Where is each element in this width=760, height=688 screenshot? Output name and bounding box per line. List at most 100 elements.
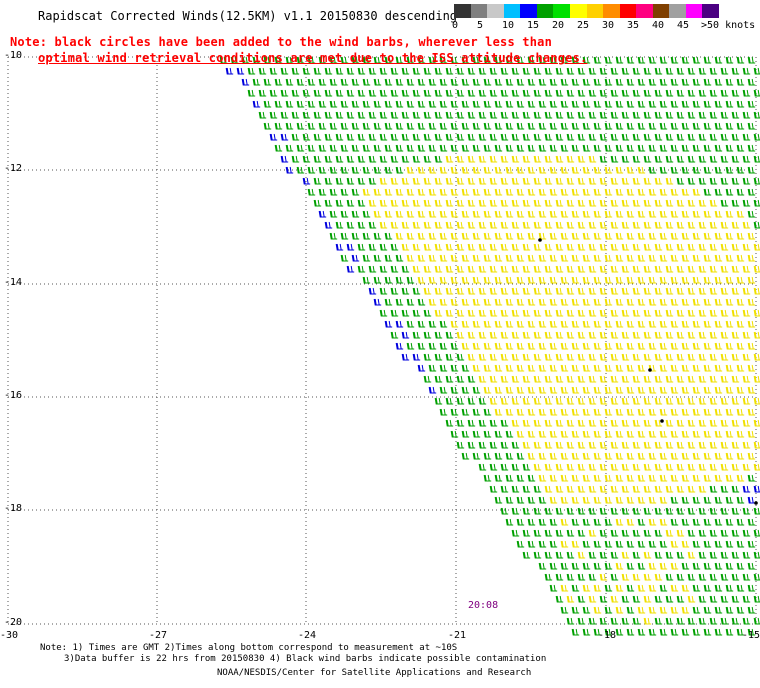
wind-barb bbox=[252, 78, 261, 86]
wind-barb bbox=[610, 551, 619, 559]
wind-barb bbox=[681, 474, 690, 482]
wind-barb bbox=[714, 452, 723, 460]
wind-barb bbox=[731, 67, 740, 75]
wind-barb bbox=[434, 89, 443, 97]
wind-barb bbox=[494, 276, 503, 284]
wind-barb bbox=[571, 276, 580, 284]
wind-barb bbox=[626, 496, 635, 504]
wind-barb bbox=[434, 133, 443, 141]
wind-barb bbox=[533, 243, 542, 251]
wind-barb bbox=[549, 518, 558, 526]
wind-barb bbox=[676, 595, 685, 603]
wind-barb bbox=[478, 463, 487, 471]
wind-barb bbox=[544, 529, 553, 537]
wind-barb bbox=[483, 408, 492, 416]
wind-barb bbox=[648, 430, 657, 438]
wind-barb bbox=[654, 463, 663, 471]
wind-barb bbox=[703, 210, 712, 218]
wind-barb bbox=[648, 100, 657, 108]
wind-barb bbox=[703, 254, 712, 262]
wind-barb bbox=[593, 606, 602, 614]
wind-barb bbox=[676, 331, 685, 339]
legend-swatch bbox=[685, 4, 703, 18]
wind-barb bbox=[736, 188, 745, 196]
wind-barb bbox=[593, 320, 602, 328]
wind-barb bbox=[747, 628, 756, 636]
wind-barb bbox=[615, 122, 624, 130]
wind-barb bbox=[439, 276, 448, 284]
wind-barb bbox=[555, 89, 564, 97]
wind-barb bbox=[494, 166, 503, 174]
wind-barb bbox=[560, 232, 569, 240]
wind-barb bbox=[659, 364, 668, 372]
wind-barb bbox=[516, 166, 525, 174]
wind-barb bbox=[637, 166, 646, 174]
wind-barb bbox=[588, 375, 597, 383]
wind-barb bbox=[626, 210, 635, 218]
wind-barb bbox=[714, 276, 723, 284]
wind-barb bbox=[500, 287, 509, 295]
wind-barb bbox=[747, 606, 756, 614]
wind-barb bbox=[593, 628, 602, 636]
wind-barb bbox=[654, 89, 663, 97]
wind-barb bbox=[681, 408, 690, 416]
wind-barb bbox=[637, 496, 646, 504]
wind-barb bbox=[626, 320, 635, 328]
wind-barb bbox=[269, 67, 278, 75]
wind-barb bbox=[483, 254, 492, 262]
wind-barb bbox=[505, 518, 514, 526]
wind-barb bbox=[527, 386, 536, 394]
wind-barb bbox=[318, 122, 327, 130]
wind-barb bbox=[709, 243, 718, 251]
wind-barb bbox=[472, 452, 481, 460]
wind-barb bbox=[725, 100, 734, 108]
wind-barb bbox=[577, 551, 586, 559]
wind-barb bbox=[522, 67, 531, 75]
wind-barb bbox=[659, 496, 668, 504]
wind-barb bbox=[445, 419, 454, 427]
wind-barb bbox=[709, 529, 718, 537]
wind-barb bbox=[566, 67, 575, 75]
wind-barb bbox=[461, 56, 470, 64]
wind-barb bbox=[654, 375, 663, 383]
wind-barb bbox=[615, 232, 624, 240]
wind-barb bbox=[709, 617, 718, 625]
wind-barb bbox=[461, 430, 470, 438]
wind-barb bbox=[687, 463, 696, 471]
wind-barb bbox=[621, 353, 630, 361]
wind-barb bbox=[379, 177, 388, 185]
wind-barb bbox=[731, 177, 740, 185]
wind-barb bbox=[329, 56, 338, 64]
wind-barb bbox=[692, 56, 701, 64]
wind-barb bbox=[747, 298, 756, 306]
wind-barb bbox=[665, 331, 674, 339]
wind-barb bbox=[676, 419, 685, 427]
wind-barb bbox=[373, 254, 382, 262]
wind-barb bbox=[659, 100, 668, 108]
wind-barb bbox=[511, 441, 520, 449]
wind-barb bbox=[527, 276, 536, 284]
wind-barb bbox=[648, 474, 657, 482]
wind-barb bbox=[582, 144, 591, 152]
wind-barb bbox=[516, 122, 525, 130]
wind-barb bbox=[626, 452, 635, 460]
wind-barb bbox=[412, 353, 421, 361]
wind-barb bbox=[351, 144, 360, 152]
wind-barb bbox=[527, 540, 536, 548]
wind-barb bbox=[725, 430, 734, 438]
wind-barb bbox=[687, 67, 696, 75]
wind-barb bbox=[450, 144, 459, 152]
wind-barb bbox=[588, 485, 597, 493]
wind-barb bbox=[560, 166, 569, 174]
wind-barb bbox=[549, 122, 558, 130]
wind-barb bbox=[621, 243, 630, 251]
wind-barb bbox=[742, 441, 751, 449]
wind-barb bbox=[538, 496, 547, 504]
wind-barb bbox=[703, 430, 712, 438]
wind-barb bbox=[604, 78, 613, 86]
wind-barb bbox=[648, 628, 657, 636]
wind-barb bbox=[522, 133, 531, 141]
wind-barb bbox=[610, 507, 619, 515]
wind-barb bbox=[511, 353, 520, 361]
